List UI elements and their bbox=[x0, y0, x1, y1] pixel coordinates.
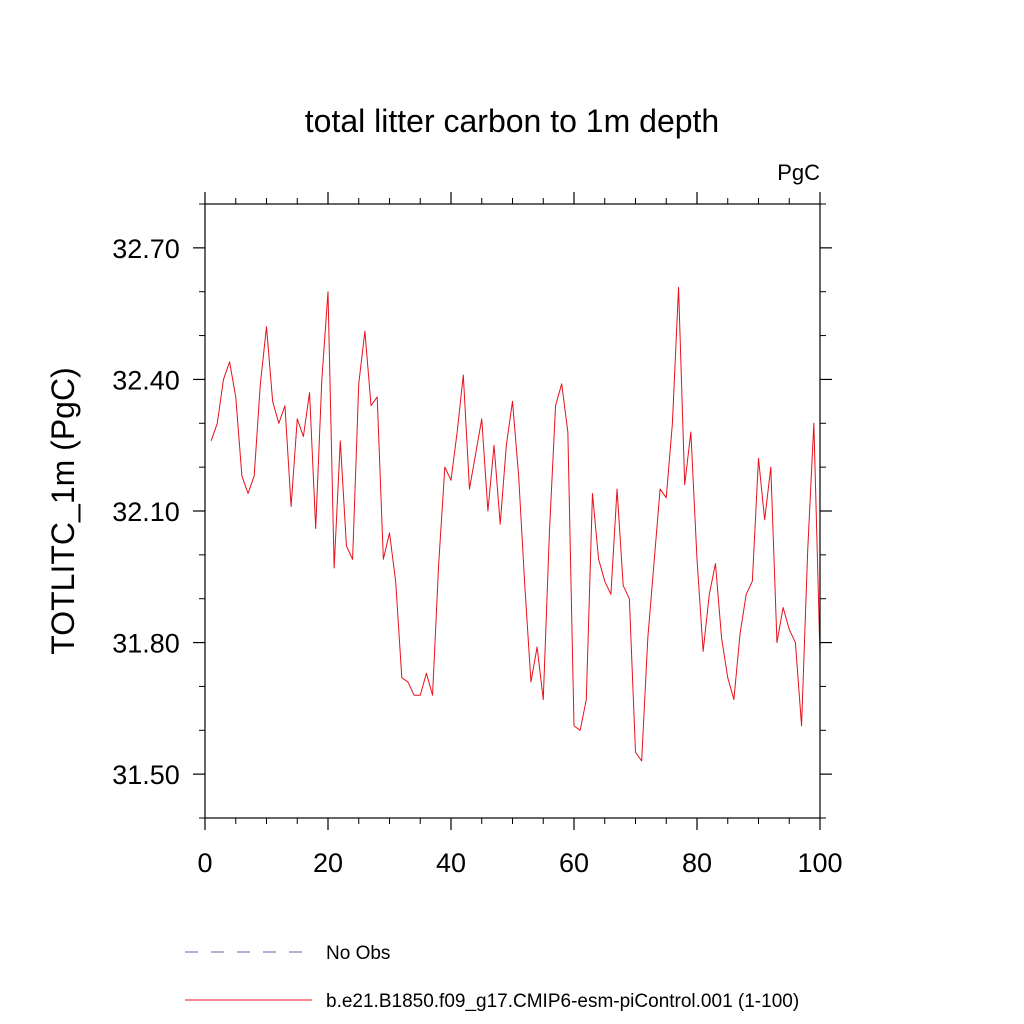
y-tick-label: 32.70 bbox=[112, 234, 180, 264]
units-label: PgC bbox=[777, 160, 820, 185]
series-line-1 bbox=[210, 286, 821, 762]
x-tick-label: 80 bbox=[682, 848, 712, 878]
y-tick-label: 32.40 bbox=[112, 365, 180, 395]
chart-title: total litter carbon to 1m depth bbox=[305, 103, 719, 139]
y-axis-label: TOTLITC_1m (PgC) bbox=[45, 367, 81, 654]
y-tick-label: 32.10 bbox=[112, 497, 180, 527]
x-tick-label: 0 bbox=[197, 848, 212, 878]
legend-label-no-obs: No Obs bbox=[326, 943, 390, 964]
plot-frame bbox=[204, 203, 821, 819]
y-tick-label: 31.80 bbox=[112, 629, 180, 659]
x-tick-label: 100 bbox=[797, 848, 842, 878]
legend: No Obs b.e21.B1850.f09_g17.CMIP6-esm-piC… bbox=[185, 943, 799, 1012]
legend-label-model-run: b.e21.B1850.f09_g17.CMIP6-esm-piControl.… bbox=[326, 991, 799, 1012]
x-tick-label: 40 bbox=[436, 848, 466, 878]
series-layer bbox=[210, 286, 821, 762]
x-tick-label: 20 bbox=[313, 848, 343, 878]
x-tick-label: 60 bbox=[559, 848, 589, 878]
plot-axes: 0 20 40 60 80 100 31.50 31.80 32.10 32.40 32.70 bbox=[112, 192, 843, 878]
y-tick-label: 31.50 bbox=[112, 760, 180, 790]
